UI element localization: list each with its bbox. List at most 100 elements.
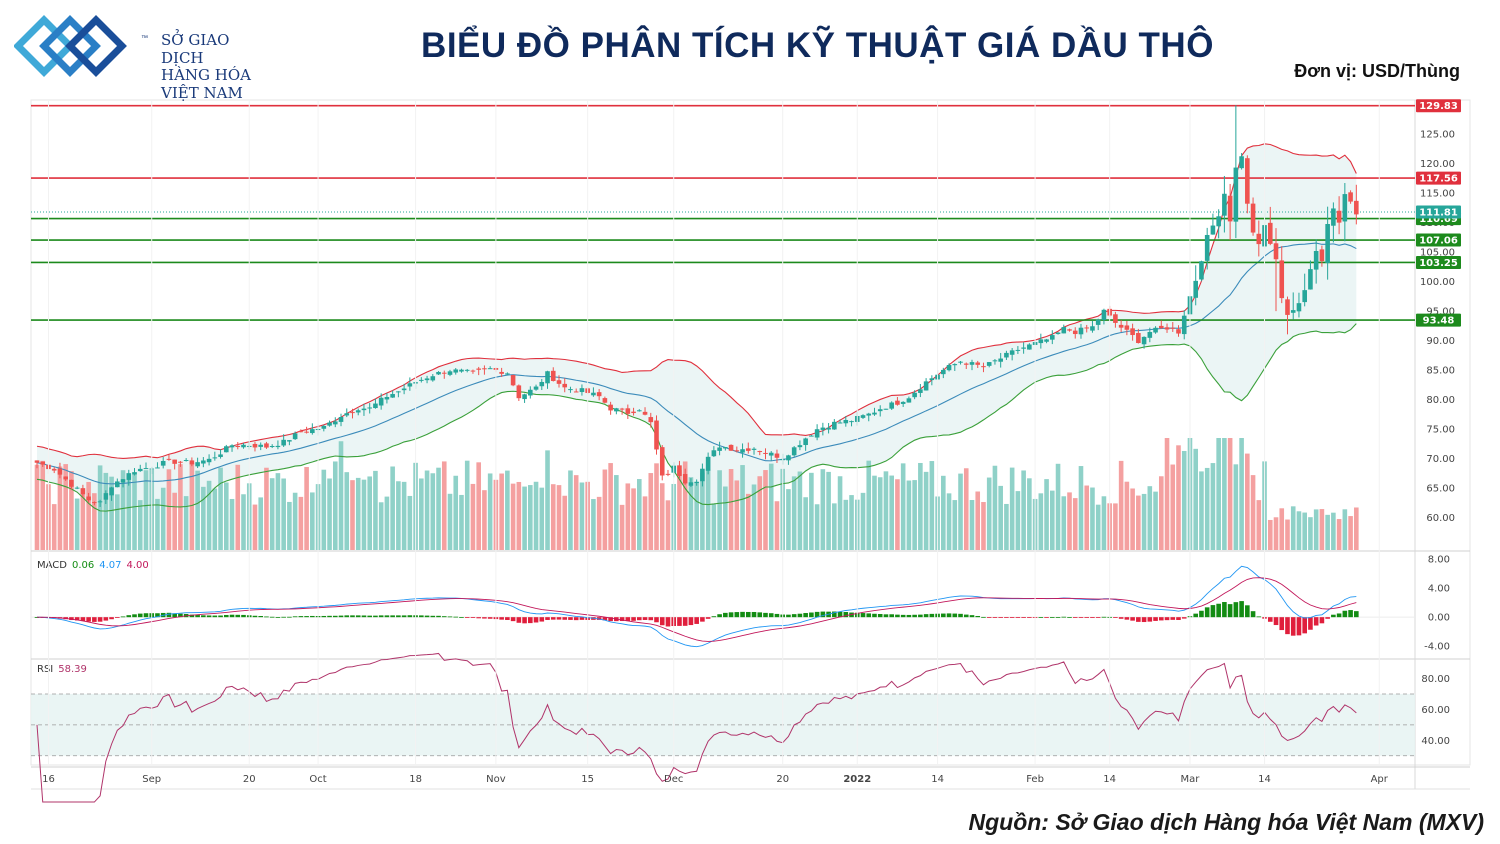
macd-histogram-bar [378,615,384,618]
macd-histogram-bar [981,616,986,618]
candle-body [160,460,166,466]
candle-body [355,410,361,413]
candle-body [229,445,235,448]
macd-histogram-bar [69,617,74,621]
macd-histogram-bar [768,613,774,618]
macd-histogram-bar [1147,617,1153,622]
candle-body [298,431,304,433]
candle-body [510,375,516,386]
macd-histogram-bar [763,612,768,618]
candle-body [1090,326,1095,331]
candle-body [390,394,395,398]
volume-bar [860,492,866,550]
volume-bar [826,471,831,550]
macd-histogram-bar [791,614,797,618]
candle-body [614,408,619,412]
macd-histogram-bar [1090,617,1095,619]
volume-bar [218,467,223,550]
candle-body [401,388,407,391]
macd-histogram-bar [396,615,401,618]
volume-bar [1164,438,1170,550]
candle-body [745,448,751,451]
volume-bar [143,470,149,550]
volume-bar [602,469,608,550]
macd-histogram-bar [419,615,424,618]
macd-histogram-bar [751,611,757,618]
candle-body [137,468,143,472]
volume-bar [963,468,969,550]
candle-body [1067,329,1072,331]
macd-histogram-bar [734,612,740,618]
candle-body [786,455,791,461]
macd-tick-label: 4.00 [1428,584,1450,595]
candle-body [986,362,992,366]
volume-bar [711,504,717,550]
volume-bar [464,460,470,550]
macd-histogram-bar [918,614,923,618]
volume-bar [298,496,304,550]
candle-body [1027,344,1032,350]
candle-body [241,444,246,448]
candle-body [505,373,510,375]
volume-bar [390,466,395,550]
candle-body [596,392,602,397]
candle-body [688,482,694,486]
macd-histogram-bar [1004,617,1009,618]
volume-bar [1067,492,1072,550]
volume-bar [453,475,459,550]
macd-histogram-bar [1285,617,1290,635]
macd-histogram-bar [803,613,808,618]
volume-bar [1141,493,1147,550]
candle-body [499,371,504,374]
bollinger-upper [36,143,1357,459]
candle-body [206,458,212,463]
time-tick-label: 18 [409,774,422,785]
candle-body [705,456,711,471]
volume-bar [1285,519,1290,550]
candle-body [843,419,849,424]
candle-body [1227,195,1233,222]
volume-bar [1204,467,1210,550]
volume-bar [1130,488,1135,550]
macd-histogram-bar [522,617,527,624]
volume-bar [579,482,585,550]
candle-body [1245,158,1250,204]
rsi-tick-label: 80.00 [1421,674,1450,685]
price-tick-label: 115.00 [1420,189,1455,200]
volume-bar [539,487,545,550]
macd-histogram-bar [1239,601,1244,618]
macd-histogram-bar [711,616,717,618]
level-pill-107.06-bg [1416,233,1461,247]
volume-bar [1216,438,1221,550]
macd-histogram-bar [143,613,149,618]
candle-body [872,412,877,415]
candle-body [74,487,80,489]
macd-histogram-bar [1342,610,1348,618]
candle-body [728,444,734,451]
rsi-line [36,652,1357,803]
candle-body [1055,332,1061,335]
candle-body [1296,303,1302,312]
volume-bar [1078,466,1084,550]
candle-body [665,473,671,475]
macd-histogram-bar [1354,611,1359,618]
macd-histogram-bar [1015,617,1021,618]
macd-histogram-bar [1153,617,1158,621]
macd-histogram-bar [298,616,304,618]
macd-histogram-bar [281,616,286,618]
volume-bar [1227,438,1233,550]
volume-bar [1325,514,1330,550]
volume-bar [407,495,413,550]
source-note: Nguồn: Sở Giao dịch Hàng hóa Việt Nam (M… [968,809,1484,835]
candle-body [883,408,889,410]
candle-body [1267,222,1273,244]
volume-bar [132,472,137,550]
candle-body [103,493,109,500]
macd-tick-label: 0.00 [1428,613,1450,624]
candle-body [69,479,74,487]
volume-bar [809,472,814,550]
volume-bar [849,495,854,550]
volume-bar [1222,438,1227,550]
volume-bar [1296,511,1302,550]
macd-histogram-bar [694,617,699,624]
